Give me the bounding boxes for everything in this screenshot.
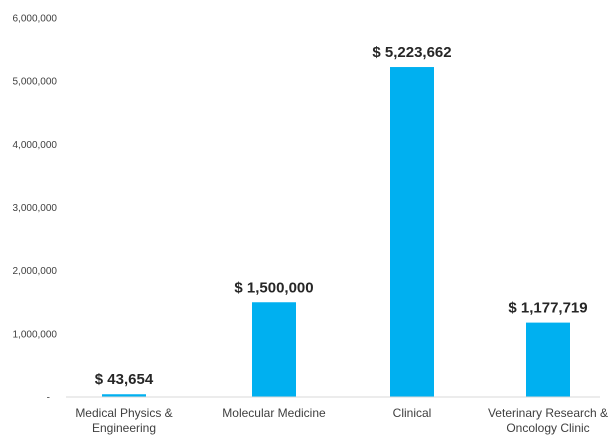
bars: $ 43,654 $ 1,500,000 $ 5,223,662 $ 1,177,71… xyxy=(95,44,588,397)
data-label: $ 43,654 xyxy=(95,371,154,388)
x-category-label: Medical Physics & Engineering xyxy=(75,406,172,435)
bar xyxy=(390,67,434,397)
bar xyxy=(102,394,146,397)
y-axis: - 1,000,000 2,000,000 3,000,000 4,000,000 5,0… xyxy=(13,14,58,404)
y-tick-label: 4,000,000 xyxy=(13,140,58,151)
x-category-label: Veterinary Research & Oncology Clinic xyxy=(488,406,608,435)
bar xyxy=(252,302,296,397)
data-label: $ 1,500,000 xyxy=(234,279,313,296)
data-label: $ 1,177,719 xyxy=(508,300,587,317)
x-category-label: Molecular Medicine xyxy=(222,406,326,420)
y-tick-label: 6,000,000 xyxy=(13,14,58,25)
y-tick-label: 3,000,000 xyxy=(13,203,58,214)
x-axis: Medical Physics & Engineering Molecular Me… xyxy=(66,396,608,435)
y-tick-label: 5,000,000 xyxy=(13,77,58,88)
y-tick-label: 2,000,000 xyxy=(13,266,58,277)
y-tick-label: 1,000,000 xyxy=(13,329,58,340)
bar xyxy=(526,322,570,397)
y-tick-label: - xyxy=(47,393,50,404)
x-category-label: Clinical xyxy=(393,406,432,420)
data-label: $ 5,223,662 xyxy=(372,44,451,61)
